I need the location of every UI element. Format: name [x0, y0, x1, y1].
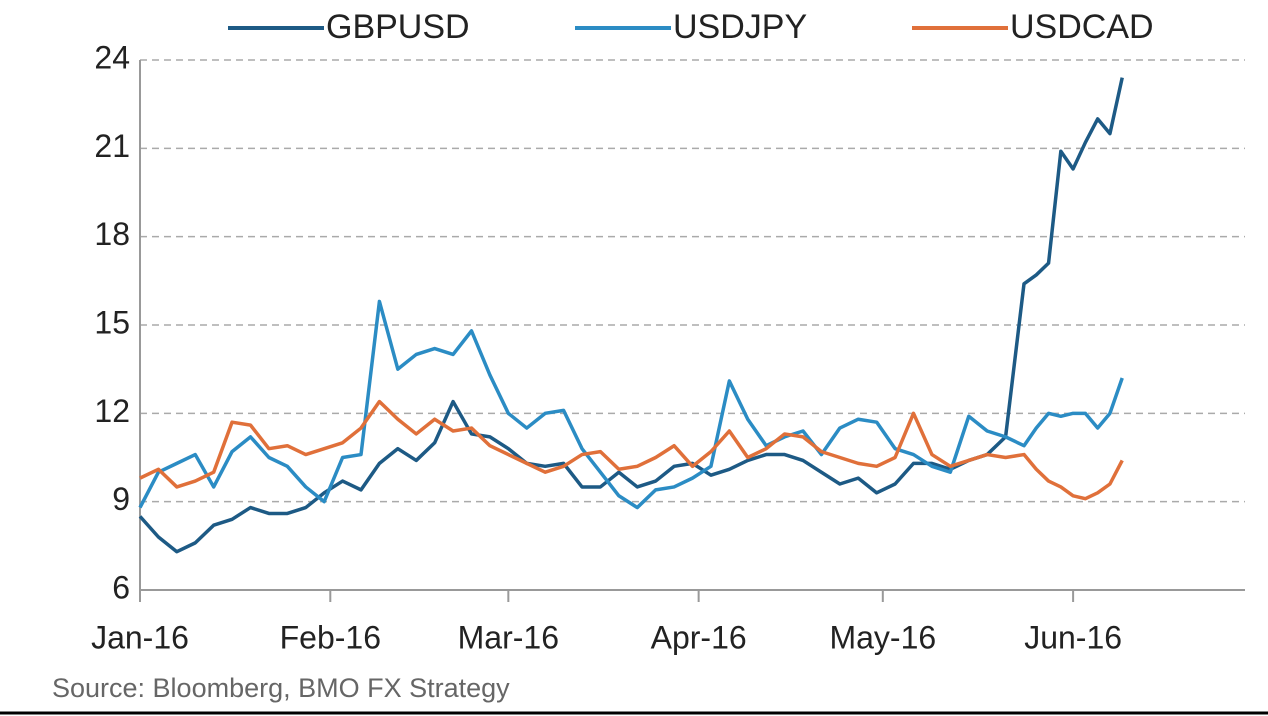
series-line — [138, 299, 1124, 510]
y-tick-label: 15 — [94, 304, 130, 340]
x-tick-label: Apr-16 — [651, 619, 747, 655]
y-tick-label: 6 — [112, 569, 130, 605]
source-note: Source: Bloomberg, BMO FX Strategy — [52, 673, 510, 703]
x-tick-label: May-16 — [829, 619, 936, 655]
y-tick-label: 24 — [94, 39, 130, 75]
y-tick-label: 9 — [112, 481, 130, 517]
legend-label: USDJPY — [673, 8, 807, 46]
y-tick-label: 21 — [94, 128, 130, 164]
x-tick-label: Feb-16 — [280, 619, 381, 655]
legend-label: USDCAD — [1010, 8, 1154, 46]
y-tick-label: 12 — [94, 393, 130, 429]
x-tick-label: Mar-16 — [458, 619, 559, 655]
x-tick-label: Jun-16 — [1024, 619, 1122, 655]
legend-label: GBPUSD — [326, 8, 470, 46]
y-tick-label: 18 — [94, 216, 130, 252]
x-tick-label: Jan-16 — [91, 619, 189, 655]
series-line — [138, 77, 1124, 554]
series-line — [139, 399, 1124, 501]
